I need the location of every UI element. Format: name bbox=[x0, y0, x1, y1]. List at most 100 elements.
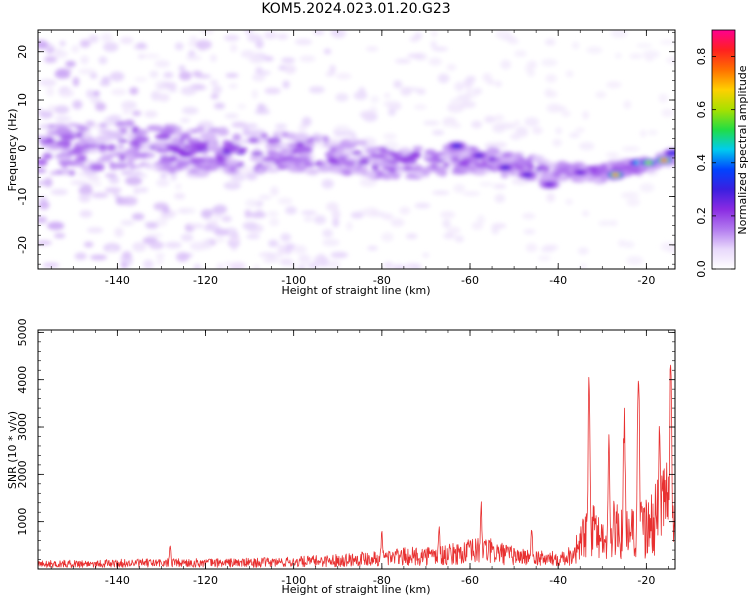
snr-x-ticks: -140 -120 -100 -80 -60 -40 -20 bbox=[50, 330, 669, 587]
heatmap-cell bbox=[108, 176, 120, 184]
spectrogram-heatmap bbox=[38, 30, 675, 269]
heatmap-cell bbox=[380, 176, 394, 180]
heatmap-hotspot bbox=[612, 173, 619, 177]
heatmap-cell bbox=[128, 164, 143, 168]
heatmap-cell bbox=[454, 235, 465, 243]
heatmap-cell bbox=[245, 172, 258, 181]
heatmap-cell bbox=[264, 144, 280, 148]
heatmap-cell bbox=[510, 133, 522, 141]
spectrogram-y-ticks: -20 -10 0 10 20 bbox=[16, 32, 675, 265]
heatmap-cell bbox=[213, 204, 228, 215]
heatmap-cell bbox=[154, 133, 171, 140]
spectrogram-x-label: Height of straight line (km) bbox=[281, 284, 430, 297]
y-tick-label: 20 bbox=[16, 45, 29, 59]
heatmap-cell bbox=[629, 53, 643, 60]
heatmap-cell bbox=[308, 86, 325, 94]
y-tick-label: 10 bbox=[16, 93, 29, 107]
heatmap-cell bbox=[326, 260, 341, 269]
heatmap-cell bbox=[99, 80, 111, 87]
heatmap-cell bbox=[367, 245, 378, 251]
heatmap-cell bbox=[38, 40, 49, 49]
heatmap-hotspot bbox=[645, 161, 652, 165]
heatmap-cell bbox=[42, 153, 53, 160]
heatmap-cell bbox=[284, 64, 297, 75]
heatmap-cell bbox=[223, 34, 240, 42]
heatmap-cell bbox=[513, 165, 525, 171]
heatmap-cell bbox=[281, 57, 296, 64]
heatmap-cell bbox=[298, 254, 311, 264]
heatmap-cell bbox=[178, 65, 186, 72]
heatmap-cell bbox=[145, 222, 159, 229]
heatmap-cell bbox=[580, 263, 587, 269]
heatmap-cell bbox=[458, 161, 470, 168]
heatmap-cell bbox=[623, 241, 635, 249]
heatmap-cell bbox=[279, 258, 294, 266]
heatmap-cell bbox=[546, 192, 556, 203]
heatmap-cell bbox=[76, 161, 85, 168]
heatmap-cell bbox=[74, 252, 87, 260]
heatmap-cell bbox=[499, 157, 514, 164]
heatmap-cell bbox=[537, 255, 551, 261]
snr-panel: -140 -120 -100 -80 -60 -40 -20 1000 2000 3000 400… bbox=[6, 318, 676, 596]
heatmap-cell bbox=[384, 93, 391, 99]
heatmap-cell bbox=[344, 164, 356, 169]
colorbar-label: Normalized spectral amplitude bbox=[736, 65, 749, 234]
heatmap-cell bbox=[249, 155, 260, 162]
heatmap-cell bbox=[500, 59, 512, 70]
heatmap-cell bbox=[408, 161, 415, 165]
heatmap-cell bbox=[50, 129, 66, 136]
heatmap-cell bbox=[579, 142, 595, 151]
heatmap-cell bbox=[279, 161, 295, 166]
heatmap-cell bbox=[472, 88, 483, 95]
y-tick-label: 3000 bbox=[16, 413, 29, 441]
heatmap-cell bbox=[431, 31, 438, 37]
heatmap-cell bbox=[229, 179, 237, 185]
heatmap-cell bbox=[381, 213, 394, 220]
heatmap-cell bbox=[626, 255, 644, 266]
heatmap-cell bbox=[133, 152, 149, 158]
heatmap-cell bbox=[324, 151, 337, 159]
heatmap-cell bbox=[79, 210, 93, 218]
heatmap-cell bbox=[357, 159, 370, 165]
heatmap-cell bbox=[335, 93, 349, 102]
heatmap-cell bbox=[422, 166, 431, 172]
heatmap-cell bbox=[329, 146, 338, 152]
y-tick-label: -10 bbox=[16, 188, 29, 206]
heatmap-cell bbox=[44, 55, 58, 64]
heatmap-cell bbox=[501, 36, 517, 41]
heatmap-cell bbox=[335, 72, 352, 80]
heatmap-cell bbox=[216, 160, 223, 167]
heatmap-cell bbox=[188, 223, 205, 229]
heatmap-cell bbox=[201, 239, 213, 250]
heatmap-cell bbox=[365, 170, 378, 179]
heatmap-cell bbox=[447, 102, 465, 113]
colorbar-tick-label: 0.8 bbox=[695, 48, 708, 66]
x-tick-label: -140 bbox=[105, 274, 130, 287]
heatmap-cell bbox=[297, 265, 306, 269]
heatmap-cell bbox=[148, 241, 165, 250]
heatmap-cell bbox=[106, 130, 123, 138]
heatmap-cell bbox=[109, 121, 116, 126]
y-tick-label: 1000 bbox=[16, 508, 29, 536]
heatmap-cell bbox=[350, 133, 358, 143]
heatmap-cell bbox=[83, 241, 94, 248]
heatmap-cell bbox=[416, 88, 426, 95]
heatmap-cell bbox=[392, 264, 405, 269]
heatmap-cell bbox=[267, 211, 279, 217]
heatmap-cell bbox=[224, 159, 240, 166]
heatmap-cell bbox=[659, 40, 675, 45]
heatmap-cell bbox=[304, 168, 319, 175]
heatmap-cell bbox=[383, 133, 397, 140]
figure-title: KOM5.2024.023.01.20.G23 bbox=[261, 1, 451, 17]
heatmap-cell bbox=[162, 165, 179, 170]
heatmap-cell bbox=[605, 152, 620, 158]
heatmap-cell bbox=[422, 253, 430, 258]
heatmap-cell bbox=[120, 36, 134, 45]
heatmap-cell bbox=[277, 197, 293, 205]
heatmap-cell bbox=[90, 166, 105, 172]
heatmap-cell bbox=[79, 39, 91, 48]
heatmap-cell bbox=[195, 39, 212, 50]
heatmap-cell bbox=[132, 171, 143, 176]
heatmap-cell bbox=[546, 103, 562, 113]
